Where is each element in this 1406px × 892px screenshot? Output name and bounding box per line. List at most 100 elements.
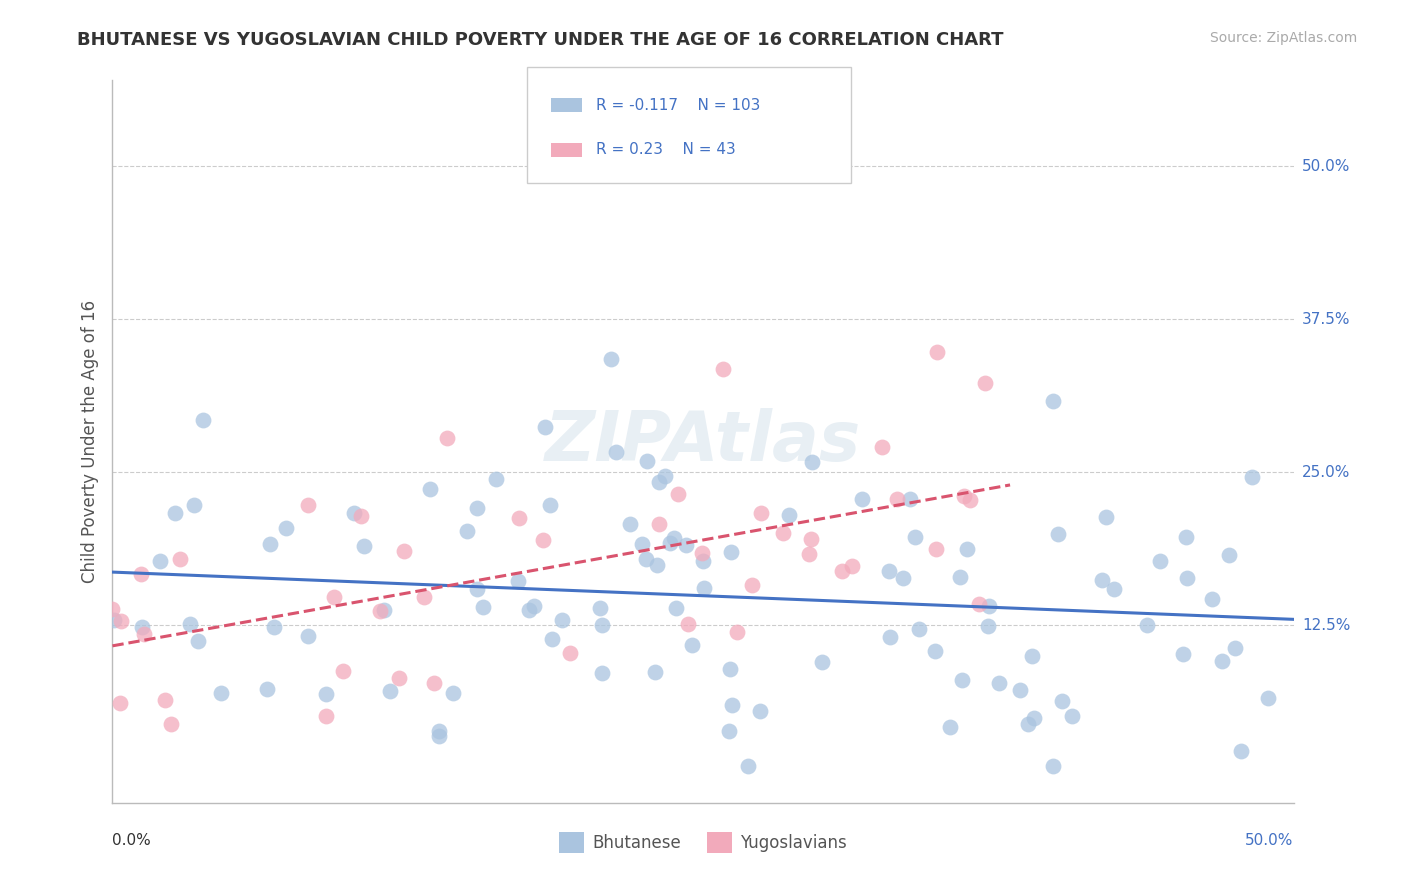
Point [675,538,697,552]
Point [1223,641,1246,656]
Point [332,664,354,678]
Point [1046,527,1069,541]
Point [103,613,125,627]
Y-axis label: Child Poverty Under the Age of 16: Child Poverty Under the Age of 16 [80,300,98,583]
Point [778,508,800,523]
Point [1218,548,1240,562]
Point [465,500,488,515]
Text: 50.0%: 50.0% [1246,833,1294,848]
Point [648,517,671,532]
Point [388,671,411,685]
Point [690,546,713,560]
Point [427,730,450,744]
Point [110,614,132,628]
Point [801,455,824,469]
Point [353,539,375,553]
Point [436,431,458,445]
Point [183,498,205,512]
Point [427,724,450,739]
Point [533,419,555,434]
Text: Source: ZipAtlas.com: Source: ZipAtlas.com [1209,31,1357,45]
Point [636,454,658,468]
Point [678,616,700,631]
Point [263,620,285,634]
Point [1050,693,1073,707]
Point [600,351,623,366]
Point [259,537,281,551]
Point [508,574,530,589]
Point [418,482,440,496]
Point [538,498,561,512]
Point [132,627,155,641]
Point [654,469,676,483]
Text: 12.5%: 12.5% [1302,618,1350,632]
Point [1042,394,1064,409]
Point [648,475,671,489]
Point [1091,573,1114,587]
Text: 25.0%: 25.0% [1302,465,1350,480]
Point [551,614,574,628]
Point [191,412,214,426]
Point [950,673,973,687]
Point [645,558,668,573]
Point [541,632,564,646]
Legend: Bhutanese, Yugoslavians: Bhutanese, Yugoslavians [553,826,853,860]
Point [718,662,741,676]
Point [959,493,981,508]
Point [977,619,1000,633]
Point [908,623,931,637]
Point [630,537,652,551]
Point [877,564,900,578]
Point [101,602,124,616]
Point [523,599,546,613]
Point [1211,654,1233,668]
Point [413,590,436,604]
Point [485,472,508,486]
Point [987,675,1010,690]
Point [589,601,612,615]
Point [841,558,863,573]
Point [851,491,873,506]
Point [925,542,948,557]
Point [1257,691,1279,706]
Point [605,444,627,458]
Point [558,646,581,660]
Point [508,511,530,525]
Point [297,629,319,643]
Point [891,571,914,585]
Point [737,759,759,773]
Point [169,551,191,566]
Point [531,533,554,547]
Text: R = -0.117    N = 103: R = -0.117 N = 103 [596,98,761,112]
Point [315,708,337,723]
Point [977,599,1000,614]
Point [969,597,991,611]
Point [350,508,373,523]
Point [692,553,714,567]
Point [456,524,478,538]
Point [749,506,772,520]
Point [370,604,392,618]
Point [276,521,298,535]
Point [636,552,658,566]
Point [380,684,402,698]
Text: R = 0.23    N = 43: R = 0.23 N = 43 [596,143,735,157]
Point [592,618,614,632]
Point [441,686,464,700]
Point [948,570,970,584]
Point [1095,509,1118,524]
Text: ZIPAtlas: ZIPAtlas [546,408,860,475]
Point [1241,470,1264,484]
Point [870,440,893,454]
Point [1175,571,1198,585]
Point [720,698,742,712]
Point [898,492,921,507]
Point [392,544,415,558]
Point [741,578,763,592]
Point [799,532,821,546]
Point [1022,711,1045,725]
Point [323,590,346,604]
Point [1136,618,1159,632]
Text: 37.5%: 37.5% [1302,311,1350,326]
Point [693,581,716,595]
